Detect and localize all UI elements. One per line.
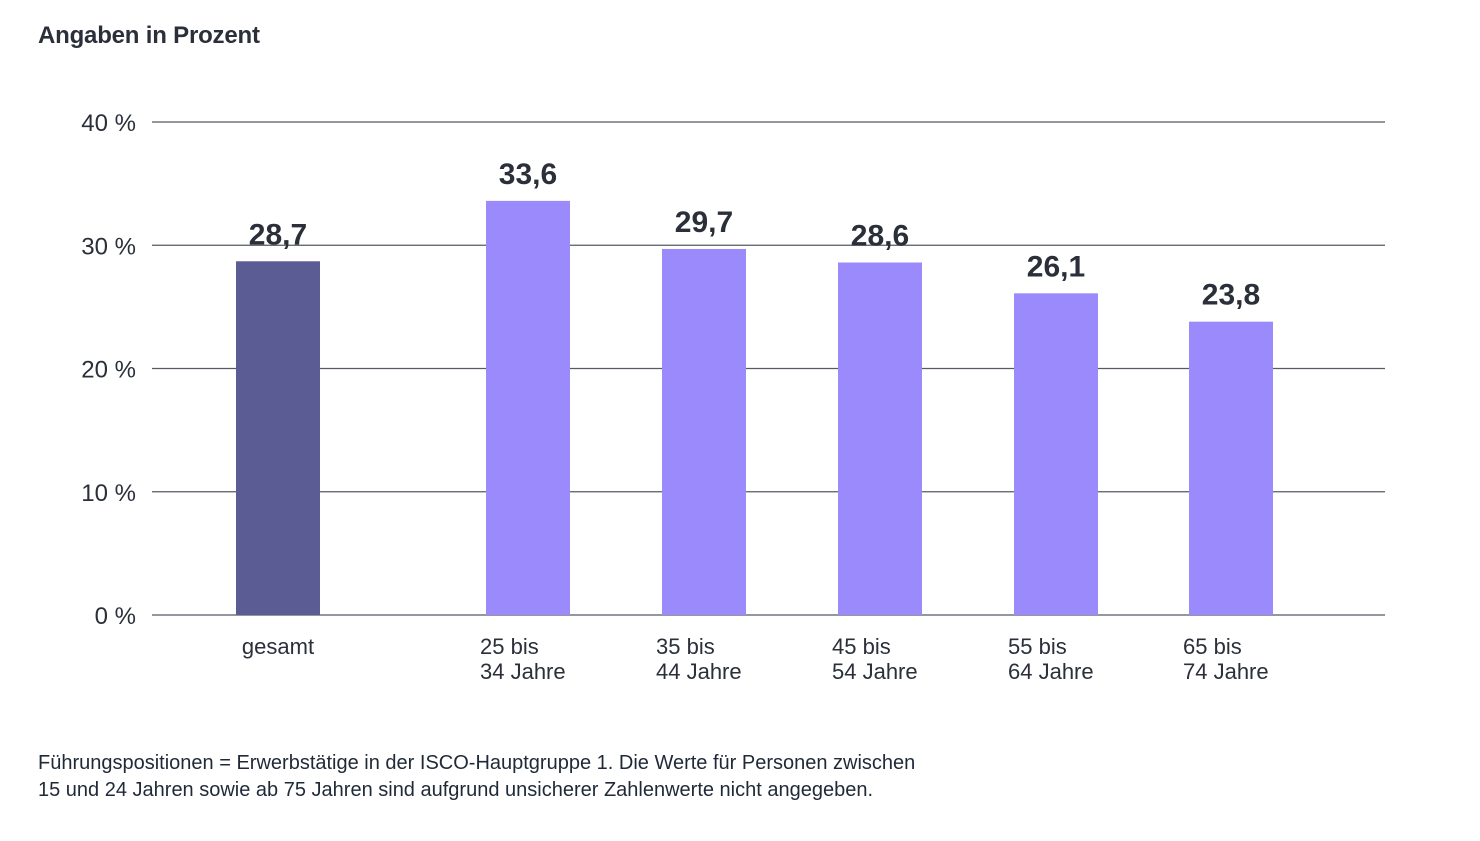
x-tick-label-line: 45 bis (832, 634, 891, 659)
x-tick-label-line: 25 bis (480, 634, 539, 659)
x-tick-label: 55 bis 64 Jahre (1008, 634, 1094, 684)
y-tick-label: 10 % (81, 480, 136, 507)
bar (236, 261, 320, 615)
data-label: 29,7 (675, 206, 733, 239)
bar-chart: 0 % 10 % 20 % 30 % 40 % 28,7 33,6 29,7 28,6 26,1… (81, 110, 1385, 684)
y-tick-label: 30 % (81, 233, 136, 260)
y-axis-ticks: 0 % 10 % 20 % 30 % 40 % (81, 110, 136, 630)
x-tick-label-line: 35 bis (656, 634, 715, 659)
chart-subtitle: Angaben in Prozent (38, 22, 260, 49)
x-tick-label-line: 74 Jahre (1183, 659, 1269, 684)
x-tick-label-line: 64 Jahre (1008, 659, 1094, 684)
data-label: 28,7 (249, 218, 307, 251)
data-label: 33,6 (499, 158, 557, 191)
y-tick-label: 0 % (95, 603, 136, 630)
bars (236, 200, 1273, 615)
x-tick-label: 45 bis 54 Jahre (832, 634, 918, 684)
y-tick-label: 40 % (81, 110, 136, 137)
x-tick-label: 35 bis 44 Jahre (656, 634, 742, 684)
x-tick-label-line: gesamt (242, 634, 314, 659)
bar (486, 200, 570, 615)
x-tick-label-line: 55 bis (1008, 634, 1067, 659)
data-label: 23,8 (1202, 279, 1260, 312)
x-tick-label: gesamt (242, 634, 314, 659)
bar (662, 248, 746, 615)
footnote-line-2: 15 und 24 Jahren sowie ab 75 Jahren sind… (38, 779, 874, 801)
x-tick-label-line: 44 Jahre (656, 659, 742, 684)
x-axis-ticks: gesamt 25 bis 34 Jahre 35 bis 44 Jahre 45 bis… (242, 634, 1269, 684)
footnote: Führungspositionen = Erwerbstätige in de… (38, 750, 1138, 804)
footnote-line-1: Führungspositionen = Erwerbstätige in de… (38, 752, 916, 774)
bar (838, 262, 922, 615)
bar (1189, 321, 1273, 615)
bar (1014, 293, 1098, 615)
x-tick-label-line: 54 Jahre (832, 659, 918, 684)
x-tick-label-line: 34 Jahre (480, 659, 566, 684)
x-tick-label: 25 bis 34 Jahre (480, 634, 566, 684)
data-label: 26,1 (1027, 250, 1085, 283)
gridlines (152, 121, 1385, 616)
x-tick-label-line: 65 bis (1183, 634, 1242, 659)
data-label: 28,6 (851, 220, 909, 253)
y-tick-label: 20 % (81, 357, 136, 384)
value-labels: 28,7 33,6 29,7 28,6 26,1 23,8 (249, 158, 1260, 312)
x-tick-label: 65 bis 74 Jahre (1183, 634, 1269, 684)
